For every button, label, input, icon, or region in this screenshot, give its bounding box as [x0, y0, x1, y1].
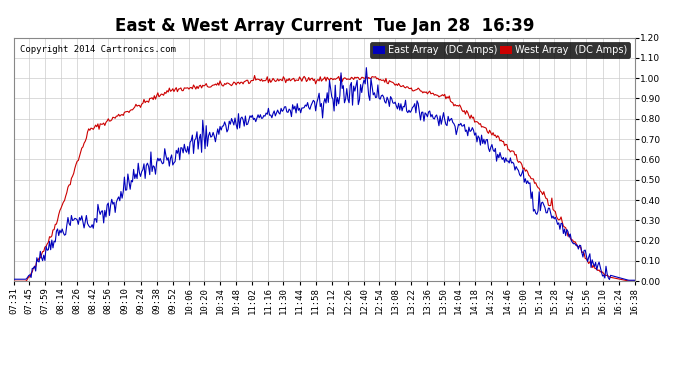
Text: Copyright 2014 Cartronics.com: Copyright 2014 Cartronics.com: [20, 45, 176, 54]
Legend: East Array  (DC Amps), West Array  (DC Amps): East Array (DC Amps), West Array (DC Amp…: [371, 42, 630, 58]
Title: East & West Array Current  Tue Jan 28  16:39: East & West Array Current Tue Jan 28 16:…: [115, 16, 534, 34]
